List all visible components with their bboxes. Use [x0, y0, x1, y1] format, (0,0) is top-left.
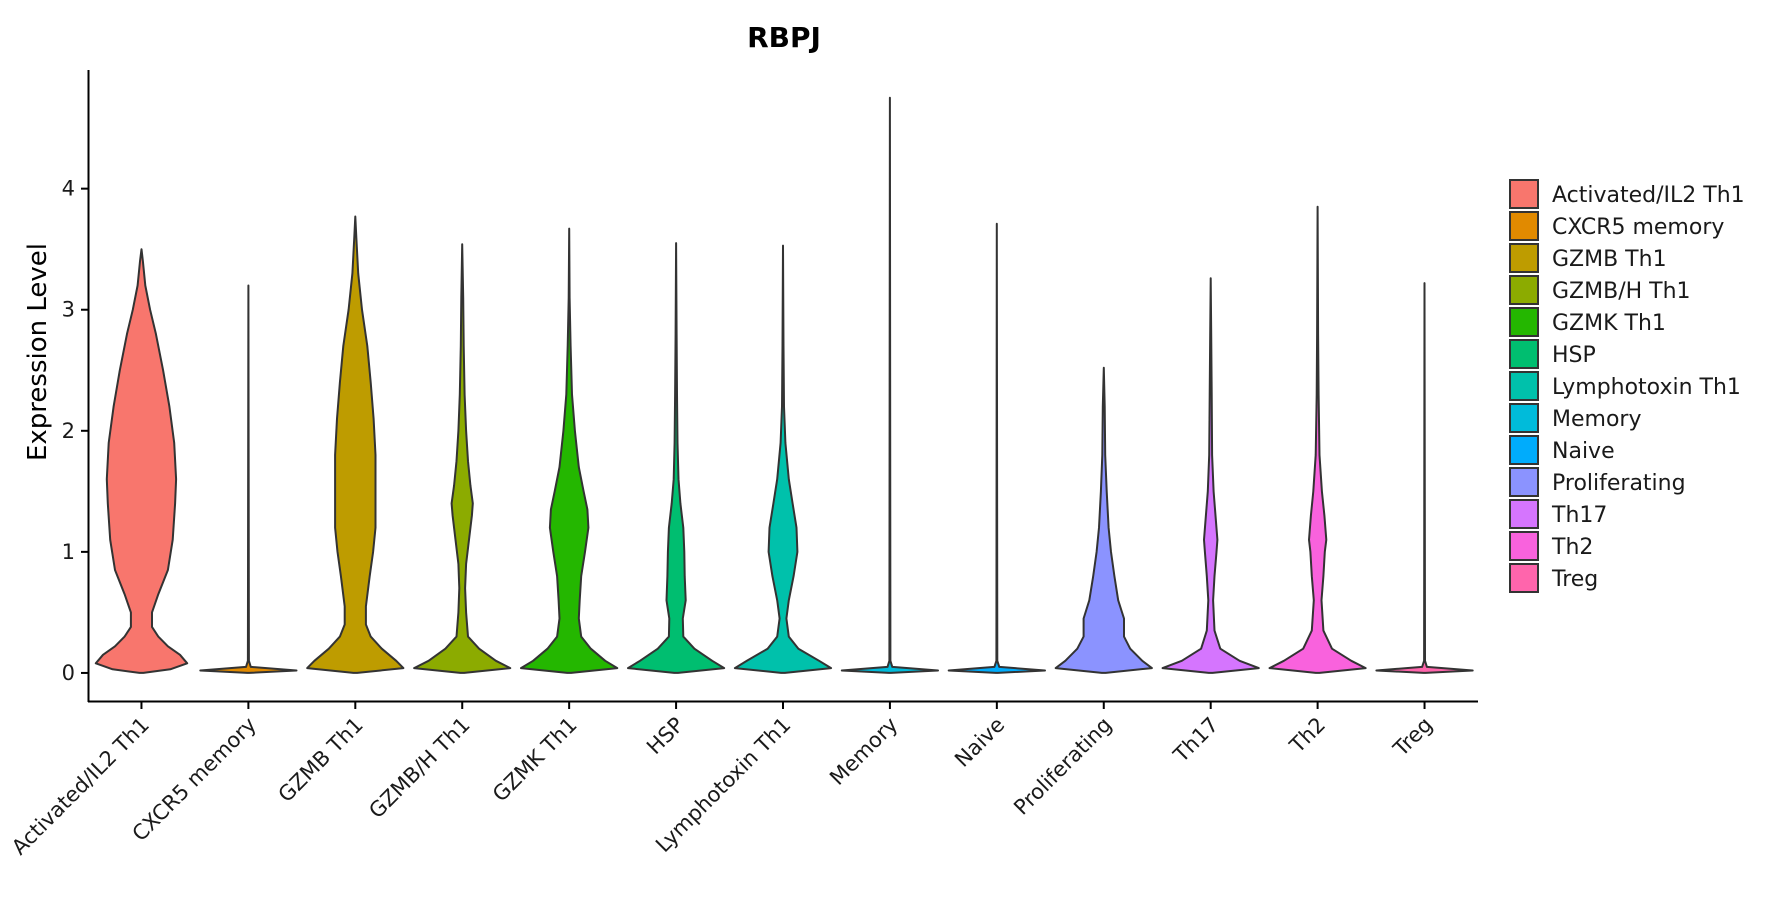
- x-tick-label-naive: Naive: [950, 713, 1009, 772]
- y-tick-label: 3: [62, 298, 75, 322]
- legend-key-proliferating: [1509, 467, 1539, 497]
- x-tick-label-proliferating: Proliferating: [1009, 713, 1116, 820]
- violin-gzmb-h-th1: [413, 243, 512, 674]
- legend-label-th2: Th2: [1551, 535, 1593, 560]
- violin-treg: [1375, 282, 1474, 674]
- legend-label-gzmb-h-th1: GZMB/H Th1: [1552, 279, 1691, 304]
- violin-hsp: [627, 242, 726, 674]
- legend-key-treg: [1509, 563, 1539, 593]
- violin-naive: [947, 222, 1046, 674]
- chart-title: RBPJ: [747, 21, 821, 54]
- legend-key-gzmk-th1: [1509, 307, 1539, 337]
- violin-th17: [1161, 277, 1260, 674]
- legend-key-hsp: [1509, 339, 1539, 369]
- violin-activated-il2-th1: [94, 248, 189, 674]
- legend-label-naive: Naive: [1552, 439, 1615, 464]
- violin-lymphotoxin-th1: [733, 244, 833, 674]
- violin-cxcr5-memory: [199, 284, 298, 674]
- legend-key-th17: [1509, 499, 1539, 529]
- legend-key-activated-il2-th1: [1509, 179, 1539, 209]
- legend-label-memory: Memory: [1552, 407, 1641, 432]
- legend-label-gzmb-th1: GZMB Th1: [1552, 247, 1667, 272]
- x-tick-label-activated-il2-th1: Activated/IL2 Th1: [7, 713, 154, 860]
- x-tick-label-hsp: HSP: [642, 713, 689, 760]
- legend-key-lymphotoxin-th1: [1509, 371, 1539, 401]
- legend-label-cxcr5-memory: CXCR5 memory: [1552, 215, 1724, 240]
- violin-proliferating: [1054, 366, 1153, 674]
- x-tick-label-memory: Memory: [825, 713, 902, 790]
- legend-label-proliferating: Proliferating: [1552, 471, 1686, 496]
- legend-label-gzmk-th1: GZMK Th1: [1552, 311, 1666, 336]
- violin-memory: [840, 96, 939, 674]
- legend-label-th17: Th17: [1551, 503, 1607, 528]
- y-tick-label: 2: [62, 419, 75, 443]
- x-tick-label-gzmb-th1: GZMB Th1: [274, 713, 368, 807]
- legend: Activated/IL2 Th1 CXCR5 memory GZMB Th1 GZM…: [1509, 179, 1745, 593]
- legend-label-treg: Treg: [1551, 567, 1598, 592]
- x-tick-label-treg: Treg: [1388, 713, 1437, 762]
- legend-key-gzmb-th1: [1509, 243, 1539, 273]
- x-tick-label-th17: Th17: [1168, 713, 1223, 768]
- violin-th2: [1268, 205, 1367, 674]
- legend-label-hsp: HSP: [1552, 343, 1596, 368]
- legend-label-activated-il2-th1: Activated/IL2 Th1: [1552, 183, 1745, 208]
- violin-gzmb-th1: [306, 215, 405, 674]
- y-axis-title: Expression Level: [23, 243, 53, 461]
- legend-key-cxcr5-memory: [1509, 211, 1539, 241]
- y-axis-ticks: 0 1 2 3 4: [62, 177, 88, 685]
- legend-key-memory: [1509, 403, 1539, 433]
- x-tick-label-gzmb-h-th1: GZMB/H Th1: [364, 713, 474, 823]
- violin-gzmk-th1: [520, 227, 619, 674]
- legend-key-naive: [1509, 435, 1539, 465]
- violins-group: [94, 96, 1474, 674]
- x-tick-label-gzmk-th1: GZMK Th1: [488, 713, 582, 807]
- legend-label-lymphotoxin-th1: Lymphotoxin Th1: [1552, 375, 1741, 400]
- x-tick-label-th2: Th2: [1285, 713, 1331, 759]
- y-tick-label: 4: [62, 177, 75, 201]
- y-tick-label: 1: [62, 540, 75, 564]
- legend-key-th2: [1509, 531, 1539, 561]
- y-tick-label: 0: [62, 661, 75, 685]
- legend-key-gzmb-h-th1: [1509, 275, 1539, 305]
